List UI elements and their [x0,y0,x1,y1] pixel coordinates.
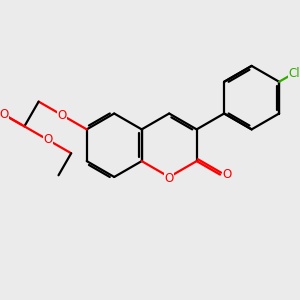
Text: O: O [0,108,8,121]
Text: Cl: Cl [288,67,300,80]
Text: O: O [165,172,174,185]
Text: O: O [43,133,52,146]
Text: O: O [222,168,232,181]
Text: O: O [57,109,67,122]
